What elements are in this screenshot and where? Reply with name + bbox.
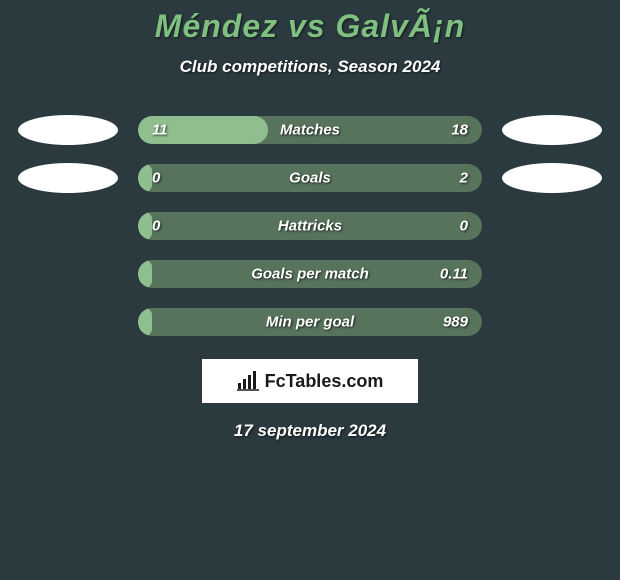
stat-bar: Goals per match 0.11 xyxy=(138,260,482,288)
stat-right-value: 989 xyxy=(443,314,468,331)
stat-right-value: 18 xyxy=(451,122,468,139)
stat-bar-fill xyxy=(138,212,152,240)
comparison-card: Méndez vs GalvÃ¡n Club competitions, Sea… xyxy=(0,0,620,441)
chart-bar-icon xyxy=(237,371,259,391)
stat-row: 0 Goals 2 xyxy=(0,163,620,193)
stat-label: Hattricks xyxy=(278,218,342,235)
date-text: 17 september 2024 xyxy=(0,421,620,441)
stat-bar: 0 Goals 2 xyxy=(138,164,482,192)
stat-row: 11 Matches 18 xyxy=(0,115,620,145)
stat-bar-fill xyxy=(138,308,152,336)
stat-left-value: 11 xyxy=(152,122,168,139)
stat-row: Min per goal 989 xyxy=(0,307,620,337)
logo-box[interactable]: FcTables.com xyxy=(202,359,418,403)
stat-right-value: 2 xyxy=(460,170,468,187)
stat-bar-fill xyxy=(138,260,152,288)
player-left-marker xyxy=(18,115,118,145)
stat-bar: 11 Matches 18 xyxy=(138,116,482,144)
player-left-marker xyxy=(18,163,118,193)
stat-label: Min per goal xyxy=(266,314,354,331)
stat-right-value: 0.11 xyxy=(440,266,468,283)
player-right-marker xyxy=(502,115,602,145)
stat-left-value: 0 xyxy=(152,170,160,187)
stat-label: Goals per match xyxy=(251,266,369,283)
stat-bar-fill xyxy=(138,164,152,192)
stat-label: Matches xyxy=(280,122,340,139)
stat-left-value: 0 xyxy=(152,218,160,235)
stat-rows: 11 Matches 18 0 Goals 2 0 Hattricks 0 Goals per m… xyxy=(0,115,620,337)
stat-bar: Min per goal 989 xyxy=(138,308,482,336)
logo-text: FcTables.com xyxy=(265,371,384,392)
stat-label: Goals xyxy=(289,170,331,187)
stat-bar: 0 Hattricks 0 xyxy=(138,212,482,240)
stat-right-value: 0 xyxy=(460,218,468,235)
player-right-marker xyxy=(502,163,602,193)
subtitle: Club competitions, Season 2024 xyxy=(0,57,620,77)
stat-row: Goals per match 0.11 xyxy=(0,259,620,289)
stat-row: 0 Hattricks 0 xyxy=(0,211,620,241)
page-title: Méndez vs GalvÃ¡n xyxy=(0,8,620,45)
